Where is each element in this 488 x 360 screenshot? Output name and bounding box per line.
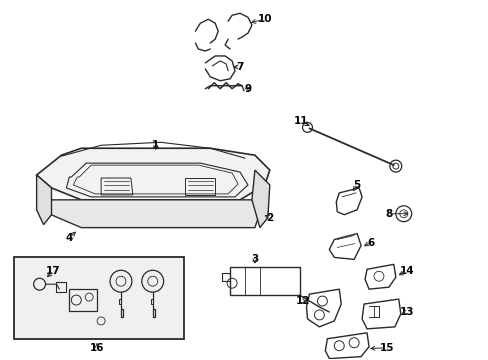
Text: 4: 4 bbox=[65, 233, 73, 243]
Text: 14: 14 bbox=[399, 266, 413, 276]
Polygon shape bbox=[37, 175, 51, 225]
Text: 1: 1 bbox=[152, 140, 159, 150]
Text: 16: 16 bbox=[90, 343, 104, 353]
Polygon shape bbox=[251, 170, 269, 228]
Text: 11: 11 bbox=[294, 116, 308, 126]
Text: 12: 12 bbox=[296, 296, 310, 306]
Text: 8: 8 bbox=[385, 209, 392, 219]
Text: 7: 7 bbox=[236, 62, 243, 72]
Text: 2: 2 bbox=[265, 213, 273, 223]
Text: 10: 10 bbox=[257, 14, 271, 24]
Bar bbox=[14, 257, 184, 339]
Bar bbox=[69, 289, 97, 311]
Text: 13: 13 bbox=[399, 307, 413, 317]
Text: 6: 6 bbox=[366, 238, 374, 248]
Text: 9: 9 bbox=[244, 84, 251, 94]
Text: 17: 17 bbox=[46, 266, 61, 276]
Polygon shape bbox=[37, 148, 269, 200]
Bar bbox=[230, 267, 299, 295]
Polygon shape bbox=[43, 200, 259, 228]
Text: 5: 5 bbox=[353, 180, 360, 190]
Text: 15: 15 bbox=[379, 343, 393, 353]
Text: 3: 3 bbox=[251, 255, 258, 264]
